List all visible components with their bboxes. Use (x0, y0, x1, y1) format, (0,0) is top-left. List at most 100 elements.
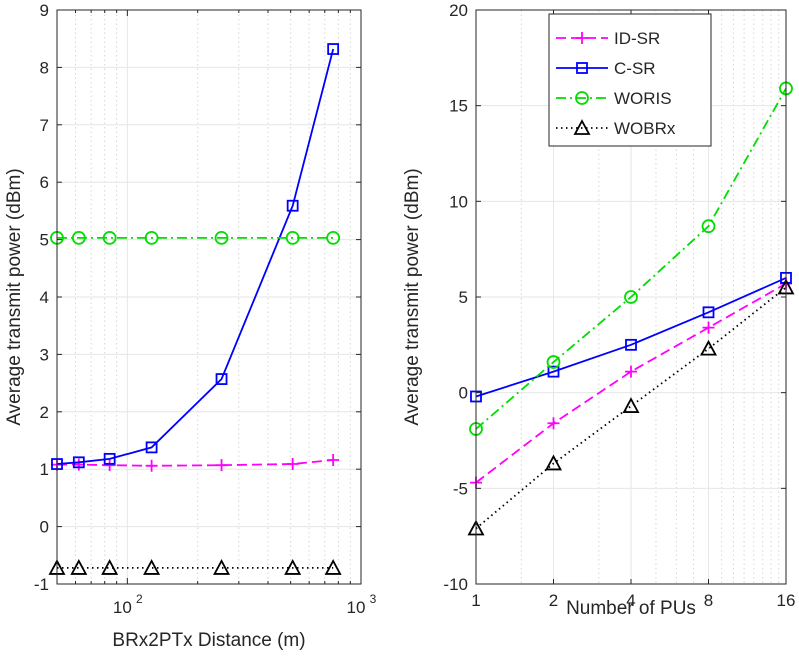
right-y-axis-label: Average transmit power (dBm) (402, 168, 423, 425)
legend-marker-c-sr-shape (576, 62, 588, 74)
left-point-woris-shape (214, 230, 229, 245)
legend-label-wobrx: WOBRx (614, 119, 676, 138)
left-point-wobrx-shape (324, 559, 342, 575)
left-point-woris (285, 230, 300, 245)
right-x-tick-label: 4 (626, 591, 635, 610)
left-point-woris (144, 230, 159, 245)
left-x-tick-label-exp: 2 (136, 592, 143, 606)
left-point-c-sr (72, 456, 85, 469)
left-point-woris (214, 230, 229, 245)
legend-marker-id-sr-shape (576, 32, 588, 44)
right-point-id-sr (625, 365, 637, 378)
left-series-woris (50, 230, 341, 245)
left-point-id-sr-shape (327, 454, 340, 467)
right-point-id-sr (547, 417, 560, 430)
right-point-c-sr-shape (625, 338, 637, 351)
left-grid (57, 10, 361, 584)
left-x-tick-label-base: 10 (113, 598, 132, 617)
left-point-woris-shape (102, 230, 117, 245)
left-point-c-sr-shape (327, 43, 340, 55)
right-y-tick-label: 5 (459, 288, 468, 307)
legend-box (548, 13, 712, 147)
left-x-axis-label: BRx2PTx Distance (m) (112, 630, 305, 651)
left-point-c-sr-shape (145, 441, 158, 454)
left-point-wobrx-shape (284, 559, 302, 575)
left-x-tick-label-exp: 3 (370, 592, 377, 606)
left-y-tick-label: -1 (34, 575, 49, 594)
left-y-axis-label: Average transmit power (dBm) (4, 168, 25, 425)
left-point-wobrx (324, 559, 342, 575)
legend-items: ID-SR C-SR WORIS WOBRx (556, 29, 676, 138)
left-series-line-c-sr (56, 48, 335, 465)
legend-marker-wobrx-shape (573, 119, 591, 135)
legend-label-woris: WORIS (614, 89, 672, 108)
left-x-tick-label-base: 10 (347, 598, 366, 617)
legend-marker-woris (575, 91, 589, 105)
left-point-id-sr (103, 459, 116, 472)
legend-item-wobrx: WOBRx (556, 119, 676, 138)
right-point-wobrx-shape (622, 397, 640, 413)
legend-marker-woris-shape (575, 91, 589, 105)
left-point-wobrx (143, 559, 161, 575)
right-point-wobrx-shape (544, 454, 563, 471)
left-point-c-sr (215, 373, 228, 385)
right-series-line-id-sr (475, 282, 787, 484)
left-y-tick-label: 1 (40, 460, 49, 479)
left-point-wobrx-shape (101, 559, 119, 575)
left-y-tick-label: 6 (40, 173, 49, 192)
left-series-wobrx (48, 559, 342, 575)
left-point-id-sr (327, 454, 340, 467)
left-point-wobrx-shape (143, 559, 161, 575)
right-y-tick-label: 20 (449, 1, 468, 20)
left-point-c-sr (286, 199, 299, 212)
left-y-tick-label: 5 (40, 231, 49, 250)
left-y-tick-label: 0 (40, 518, 49, 537)
left-point-wobrx-shape (213, 559, 231, 575)
left-point-id-sr-shape (215, 459, 228, 472)
legend-item-id-sr: ID-SR (556, 29, 660, 48)
right-point-woris-shape (701, 219, 716, 234)
right-point-id-sr-shape (702, 321, 715, 334)
left-point-id-sr-shape (145, 459, 158, 472)
left-y-tick-label: 7 (40, 116, 49, 135)
right-y-tick-label: -10 (443, 575, 468, 594)
left-ticks: -1 0 1 2 3 4 5 6 7 8 9 10 2 10 3 (34, 1, 377, 617)
left-point-id-sr-shape (72, 458, 85, 471)
legend-item-c-sr: C-SR (556, 59, 656, 78)
right-point-c-sr (625, 338, 637, 351)
legend-item-woris: WORIS (556, 89, 672, 108)
right-point-wobrx-shape (699, 339, 718, 356)
left-point-woris-shape (285, 230, 300, 245)
legend-marker-wobrx (573, 119, 591, 135)
left-point-wobrx-shape (70, 559, 88, 575)
left-point-c-sr-shape (286, 199, 299, 212)
left-point-woris-shape (326, 230, 341, 245)
legend: ID-SR C-SR WORIS WOBRx (548, 13, 712, 147)
left-y-tick-label: 8 (40, 58, 49, 77)
right-point-c-sr-shape (702, 306, 715, 319)
right-y-tick-label: 0 (459, 384, 468, 403)
left-point-c-sr (145, 441, 158, 454)
left-point-woris-shape (144, 230, 159, 245)
left-y-tick-label: 4 (40, 288, 49, 307)
right-point-id-sr (702, 321, 715, 334)
right-y-tick-label: -5 (453, 479, 468, 498)
right-point-woris (701, 219, 716, 234)
right-x-axis-label: Number of PUs (566, 598, 696, 619)
left-point-woris (102, 230, 117, 245)
left-point-id-sr-shape (286, 458, 299, 471)
right-point-wobrx (622, 397, 640, 413)
left-point-c-sr (103, 452, 116, 465)
left-point-wobrx (101, 559, 119, 575)
right-series-line-woris (475, 87, 787, 430)
right-point-c-sr-shape (547, 365, 560, 378)
legend-label-c-sr: C-SR (614, 59, 656, 78)
right-point-woris (624, 290, 638, 304)
left-point-woris-shape (71, 230, 86, 245)
right-point-woris (546, 355, 561, 369)
legend-marker-id-sr (576, 32, 588, 44)
left-y-tick-label: 9 (40, 1, 49, 20)
